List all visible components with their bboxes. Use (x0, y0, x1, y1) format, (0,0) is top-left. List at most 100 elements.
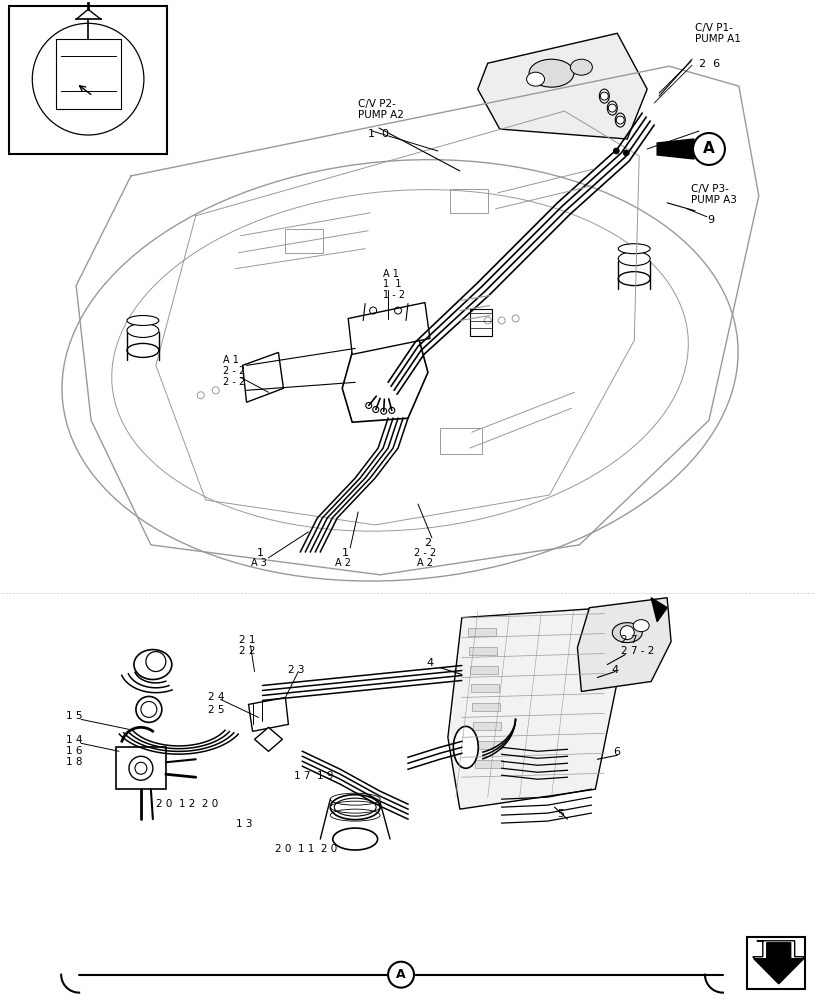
Ellipse shape (619, 244, 650, 254)
Bar (116, 747, 166, 789)
Ellipse shape (526, 72, 544, 86)
Ellipse shape (612, 623, 642, 643)
Bar (286, 229, 323, 253)
Text: A 3: A 3 (251, 558, 267, 568)
Text: A: A (703, 141, 715, 156)
Text: 1: 1 (342, 548, 348, 558)
Text: A: A (397, 968, 406, 981)
Text: PUMP A1: PUMP A1 (695, 34, 741, 44)
Text: 4: 4 (427, 658, 434, 668)
Circle shape (623, 150, 629, 156)
Polygon shape (578, 598, 671, 691)
Text: 2 - 2: 2 - 2 (223, 377, 245, 387)
Text: 1 7  1 9: 1 7 1 9 (295, 771, 334, 781)
Polygon shape (657, 139, 694, 159)
Bar (470, 666, 498, 674)
Circle shape (601, 92, 608, 100)
Polygon shape (448, 608, 617, 809)
Circle shape (620, 626, 634, 640)
Text: 2 0  1 1  2 0: 2 0 1 1 2 0 (276, 844, 338, 854)
Text: 1 3: 1 3 (236, 819, 252, 829)
Bar (472, 703, 499, 711)
Polygon shape (753, 941, 805, 984)
Text: A 2: A 2 (335, 558, 351, 568)
Ellipse shape (127, 316, 159, 325)
Text: 1: 1 (257, 548, 264, 558)
Text: 2 1: 2 1 (238, 635, 255, 645)
Bar (440, 428, 481, 454)
Text: 6: 6 (614, 747, 620, 757)
Ellipse shape (127, 343, 159, 357)
Circle shape (146, 652, 166, 672)
Polygon shape (477, 33, 647, 139)
Text: 2 3: 2 3 (288, 665, 305, 675)
Circle shape (616, 116, 624, 124)
Bar (747, 937, 805, 989)
Text: 9: 9 (707, 215, 714, 225)
Text: C/V P1-: C/V P1- (695, 23, 733, 33)
Text: 2 - 2: 2 - 2 (223, 366, 245, 376)
Polygon shape (342, 335, 428, 422)
Text: 2 7 - 2: 2 7 - 2 (621, 646, 654, 656)
Ellipse shape (570, 59, 592, 75)
Bar (450, 189, 488, 213)
Ellipse shape (529, 59, 574, 87)
Text: 2 0  1 2  2 0: 2 0 1 2 2 0 (156, 799, 218, 809)
Text: 5: 5 (557, 809, 565, 819)
Ellipse shape (134, 650, 172, 680)
Text: 1 8: 1 8 (66, 757, 82, 767)
Text: PUMP A3: PUMP A3 (691, 195, 737, 205)
Polygon shape (754, 943, 804, 984)
Bar (472, 722, 501, 730)
Text: A 1: A 1 (383, 269, 399, 279)
Text: 4: 4 (611, 665, 619, 675)
Text: A 1: A 1 (223, 355, 238, 365)
Text: 2 5: 2 5 (208, 705, 224, 715)
Ellipse shape (633, 620, 650, 632)
Circle shape (608, 104, 616, 112)
Text: 2 7: 2 7 (621, 635, 638, 645)
Bar (469, 647, 497, 655)
Ellipse shape (607, 101, 617, 115)
Bar (471, 684, 499, 692)
Ellipse shape (599, 89, 610, 103)
Bar (468, 628, 495, 636)
Circle shape (366, 402, 372, 408)
Circle shape (373, 407, 379, 413)
Text: C/V P2-: C/V P2- (358, 99, 396, 109)
Text: 1 6: 1 6 (66, 746, 82, 756)
Ellipse shape (454, 726, 478, 768)
Ellipse shape (619, 272, 650, 286)
Polygon shape (348, 303, 430, 354)
Text: 2 2: 2 2 (238, 646, 255, 656)
Text: 2  6: 2 6 (699, 59, 721, 69)
Polygon shape (651, 598, 667, 622)
Polygon shape (242, 352, 283, 402)
Ellipse shape (127, 323, 159, 337)
Ellipse shape (619, 252, 650, 266)
Polygon shape (255, 727, 282, 751)
Bar (474, 741, 502, 749)
Circle shape (136, 696, 162, 722)
Text: C/V P3-: C/V P3- (691, 184, 729, 194)
Circle shape (614, 148, 619, 154)
Ellipse shape (615, 113, 625, 127)
Circle shape (129, 756, 153, 780)
Text: 1 4: 1 4 (66, 735, 82, 745)
Ellipse shape (330, 795, 380, 820)
Circle shape (388, 407, 395, 413)
Text: 1  1: 1 1 (383, 279, 401, 289)
Text: A 2: A 2 (417, 558, 433, 568)
Text: 1 - 2: 1 - 2 (383, 290, 406, 300)
Text: 2 4: 2 4 (208, 692, 224, 702)
Bar (475, 760, 503, 768)
Text: 1  0: 1 0 (368, 129, 389, 139)
Text: 2 - 2: 2 - 2 (414, 548, 436, 558)
Circle shape (381, 408, 387, 414)
Bar (470, 309, 492, 336)
Circle shape (388, 962, 414, 988)
Ellipse shape (333, 828, 378, 850)
Circle shape (693, 133, 725, 165)
Bar (9, 6, 166, 154)
Polygon shape (249, 697, 288, 731)
